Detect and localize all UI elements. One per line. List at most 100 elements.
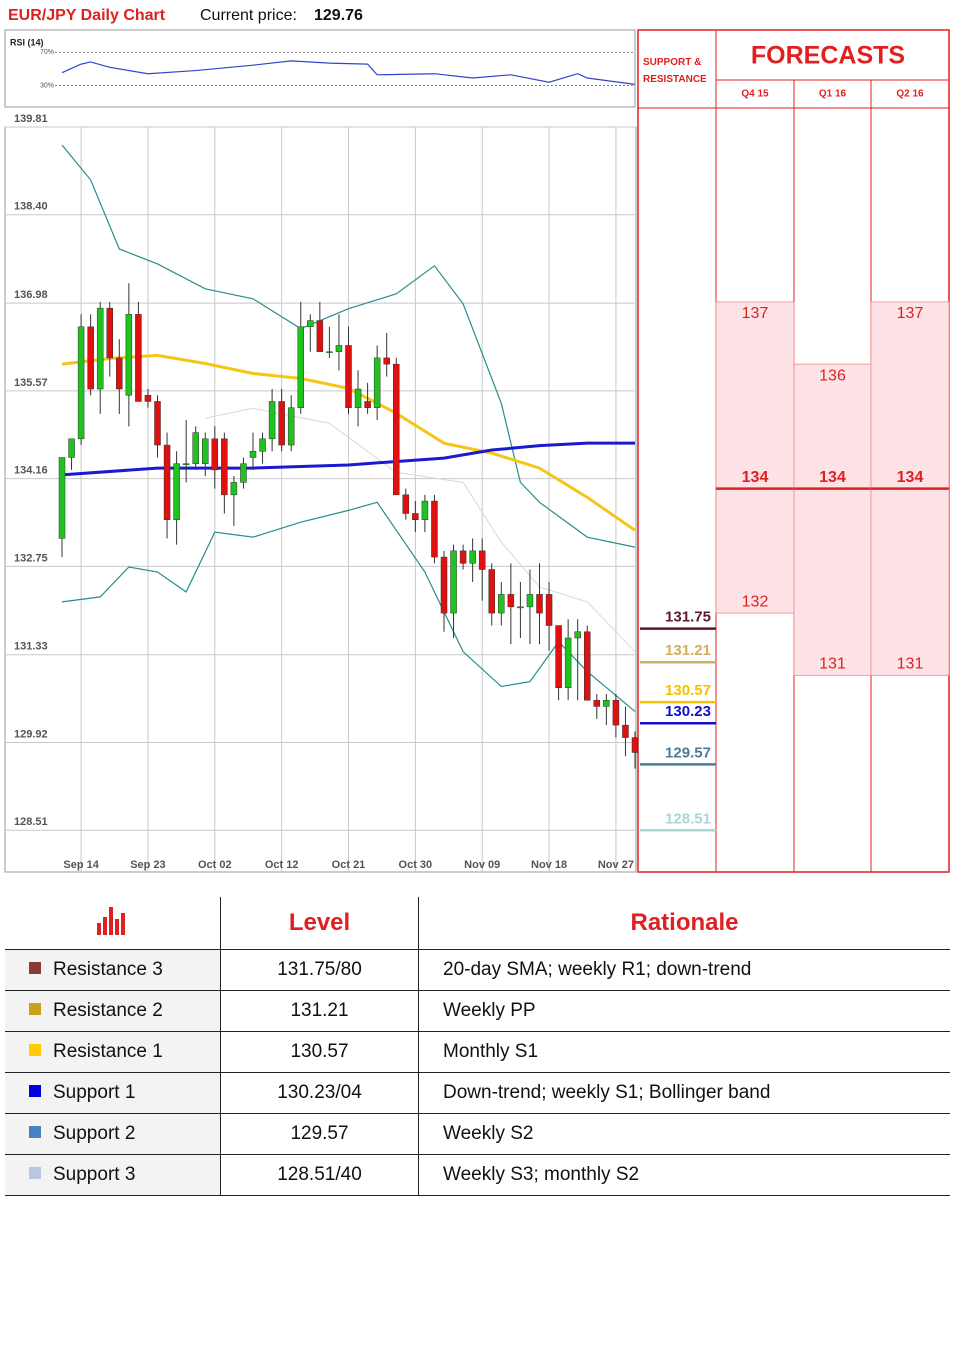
candle-body xyxy=(259,438,266,452)
rsi-tick-label: 30% xyxy=(40,82,54,89)
sr-label: 130.57 xyxy=(665,682,711,699)
table-header: Level Rationale xyxy=(5,897,950,950)
forecast-high: 136 xyxy=(819,367,846,384)
table-row: Resistance 1 130.57 Monthly S1 xyxy=(5,1031,950,1073)
row-rationale: Weekly PP xyxy=(418,990,950,1032)
candle-body xyxy=(507,594,515,608)
forecast-mid-label: 134 xyxy=(742,469,769,486)
candle-body xyxy=(240,463,247,483)
candle-body xyxy=(77,326,85,440)
candle-body xyxy=(431,500,438,558)
overlay-line xyxy=(61,441,635,477)
candle-body xyxy=(278,401,285,446)
candle-body xyxy=(326,351,333,353)
forecast-mid-label: 134 xyxy=(819,469,846,486)
candle-body xyxy=(555,625,562,689)
y-tick-label: 128.51 xyxy=(14,816,48,828)
candle-body xyxy=(478,550,486,570)
chart-area: EUR/JPY Daily Chart Current price: 129.7… xyxy=(4,7,950,873)
rsi-line xyxy=(61,60,636,85)
row-rationale: Weekly S2 xyxy=(418,1113,950,1155)
overlay-line xyxy=(61,501,636,712)
candle-body xyxy=(459,550,467,564)
levels-table: Level Rationale Resistance 3 131.75/80 20-… xyxy=(5,897,950,1196)
y-tick-label: 139.81 xyxy=(14,113,48,125)
forecast-title: FORECASTS xyxy=(751,42,905,70)
candle-body xyxy=(354,388,362,408)
sr-label: 128.51 xyxy=(665,810,711,827)
row-level: 129.57 xyxy=(220,1113,419,1155)
table-row: Support 2 129.57 Weekly S2 xyxy=(5,1113,950,1155)
swatch xyxy=(29,1125,41,1138)
candle-body xyxy=(287,407,295,446)
candle-body xyxy=(584,631,591,701)
candle-body xyxy=(87,326,94,390)
forecast-low: 132 xyxy=(742,593,769,610)
candle-body xyxy=(574,631,581,639)
x-tick-label: Nov 18 xyxy=(531,859,567,871)
row-level: 131.75/80 xyxy=(220,949,419,991)
y-tick-label: 136.98 xyxy=(14,289,48,301)
candle-body xyxy=(297,326,304,408)
row-name-cell: Resistance 3 xyxy=(5,949,221,991)
forecast-high: 137 xyxy=(897,305,924,322)
candle-body xyxy=(173,463,180,520)
rsi-panel xyxy=(4,29,636,108)
candle-body xyxy=(421,500,429,520)
bar-icon xyxy=(96,906,125,935)
x-tick-label: Oct 02 xyxy=(198,859,232,871)
y-tick-label: 138.40 xyxy=(14,201,48,213)
candle-body xyxy=(450,550,457,614)
y-tick-label: 135.57 xyxy=(14,377,48,389)
candle-body xyxy=(622,724,629,738)
row-name-cell: Resistance 1 xyxy=(5,1031,221,1073)
row-rationale: Monthly S1 xyxy=(418,1031,950,1073)
table-row: Resistance 2 131.21 Weekly PP xyxy=(5,990,950,1032)
candle-body xyxy=(612,699,620,726)
candle-body xyxy=(488,569,495,614)
candle-body xyxy=(526,594,534,608)
row-name: Resistance 2 xyxy=(53,1000,163,1021)
candle-body xyxy=(116,357,123,390)
swatch xyxy=(29,1084,41,1097)
table-row: Resistance 3 131.75/80 20-day SMA; weekly … xyxy=(5,949,950,991)
candle-body xyxy=(393,363,400,496)
swatch xyxy=(29,1043,41,1056)
candle-body xyxy=(96,307,104,390)
row-level: 130.57 xyxy=(220,1031,419,1073)
candle-body xyxy=(402,494,410,514)
swatch xyxy=(29,1166,41,1179)
y-tick-label: 134.16 xyxy=(14,465,48,477)
sr-label: 131.21 xyxy=(665,642,711,659)
row-name-cell: Support 3 xyxy=(5,1154,221,1196)
price-value: 129.76 xyxy=(314,7,363,24)
table-row: Support 3 128.51/40 Weekly S3; monthly S2 xyxy=(5,1154,950,1196)
row-name: Support 3 xyxy=(53,1164,136,1185)
row-rationale: 20-day SMA; weekly R1; down-trend xyxy=(418,949,950,991)
candle-body xyxy=(249,451,257,458)
forecast-range xyxy=(793,363,872,676)
row-name: Resistance 1 xyxy=(53,1041,163,1062)
x-tick-label: Sep 14 xyxy=(63,859,99,871)
candle-body xyxy=(545,594,553,626)
header-level: Level xyxy=(220,897,419,950)
candle-body xyxy=(603,699,610,707)
row-name-cell: Support 1 xyxy=(5,1072,221,1114)
row-name: Support 2 xyxy=(53,1123,136,1144)
candle-body xyxy=(202,438,209,464)
row-name-cell: Resistance 2 xyxy=(5,990,221,1032)
y-tick-label: 131.33 xyxy=(14,641,48,653)
sr-title: SUPPORT & RESISTANCE xyxy=(643,57,707,85)
swatch xyxy=(29,1002,41,1015)
candle-body xyxy=(230,482,238,496)
candle-body xyxy=(268,401,276,440)
row-rationale: Down-trend; weekly S1; Bollinger band xyxy=(418,1072,950,1114)
sr-label: 131.75 xyxy=(665,609,711,626)
row-rationale: Weekly S3; monthly S2 xyxy=(418,1154,950,1196)
candle-body xyxy=(144,394,152,402)
sr-label: 129.57 xyxy=(665,744,711,761)
swatch xyxy=(29,961,41,974)
candle-body xyxy=(154,401,161,446)
row-name-cell: Support 2 xyxy=(5,1113,221,1155)
